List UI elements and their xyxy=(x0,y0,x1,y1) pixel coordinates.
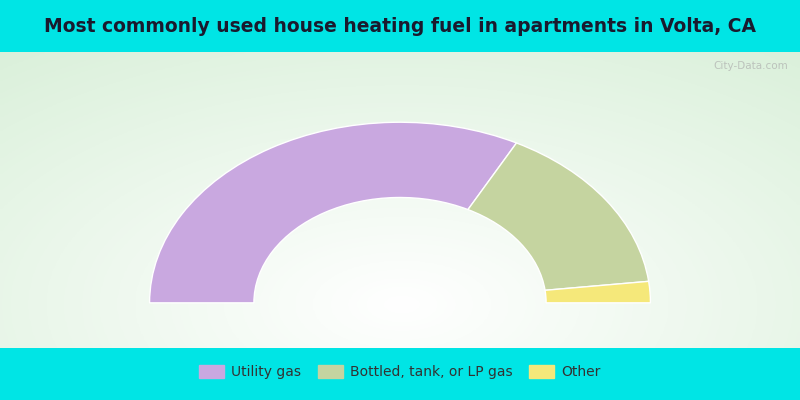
Text: Most commonly used house heating fuel in apartments in Volta, CA: Most commonly used house heating fuel in… xyxy=(44,16,756,36)
Text: City-Data.com: City-Data.com xyxy=(714,61,788,71)
Wedge shape xyxy=(468,143,649,290)
Wedge shape xyxy=(545,281,650,303)
Legend: Utility gas, Bottled, tank, or LP gas, Other: Utility gas, Bottled, tank, or LP gas, O… xyxy=(194,359,606,385)
Wedge shape xyxy=(150,122,517,303)
